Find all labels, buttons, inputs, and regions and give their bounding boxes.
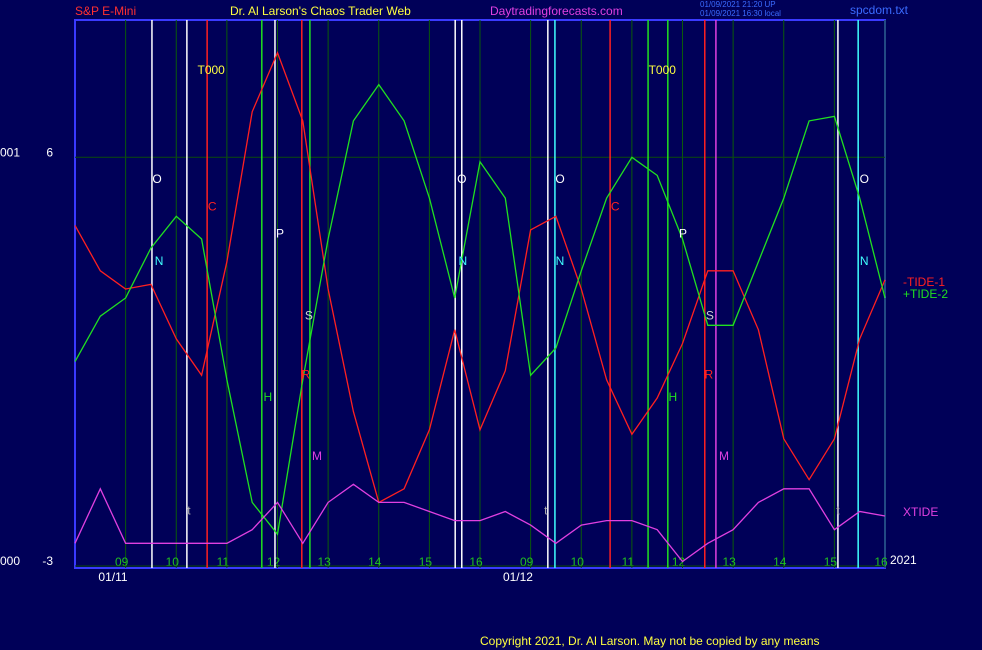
annotation: O — [457, 172, 466, 186]
annotation: N — [860, 254, 869, 268]
y-tick-prefix: 000 — [0, 554, 20, 568]
series-line — [74, 483, 886, 563]
x-date-label: 01/12 — [503, 570, 533, 584]
annotation: P — [276, 227, 284, 241]
x-tick-label: 13 — [722, 555, 736, 569]
x-tick-label: 15 — [824, 555, 838, 569]
x-tick-label: 09 — [520, 555, 534, 569]
x-tick-label: 11 — [622, 555, 635, 569]
annotation: M — [312, 449, 322, 463]
annotation: t — [187, 504, 191, 518]
annotation: S — [305, 308, 313, 322]
annotation: R — [302, 367, 311, 381]
x-tick-label: 11 — [217, 555, 230, 569]
header-left: S&P E-Mini — [75, 4, 136, 18]
annotation: T000 — [649, 63, 677, 77]
x-tick-label: 13 — [317, 555, 331, 569]
annotation: O — [152, 172, 161, 186]
series-line — [74, 83, 886, 536]
header-center: Dr. Al Larson's Chaos Trader Web — [230, 4, 411, 18]
x-tick-label: 09 — [115, 555, 129, 569]
x-tick-label: 15 — [419, 555, 433, 569]
annotation: O — [555, 172, 564, 186]
y-tick-label: -3 — [42, 554, 53, 568]
x-tick-label: 10 — [166, 555, 180, 569]
legend-label: XTIDE — [903, 505, 938, 519]
year-label: 2021 — [890, 553, 917, 567]
y-tick-prefix: 001 — [0, 145, 20, 159]
annotation: C — [611, 199, 620, 213]
header-stamp: 01/09/2021 16:30 local — [700, 9, 781, 18]
header-file: spcdom.txt — [850, 3, 909, 17]
series-line — [74, 51, 886, 504]
legend-label: +TIDE-2 — [903, 287, 948, 301]
copyright: Copyright 2021, Dr. Al Larson. May not b… — [480, 634, 820, 648]
x-date-label: 01/11 — [98, 570, 127, 584]
x-tick-label: 12 — [267, 555, 281, 569]
header-site: Daytradingforecasts.com — [490, 4, 623, 18]
annotation: O — [860, 172, 869, 186]
x-tick-label: 14 — [773, 555, 787, 569]
x-tick-label: 16 — [874, 555, 888, 569]
annotation: R — [704, 367, 713, 381]
legend-label: -TIDE-1 — [903, 275, 945, 289]
annotation: H — [264, 390, 273, 404]
y-tick-label: 6 — [46, 145, 53, 159]
x-tick-label: 16 — [469, 555, 483, 569]
annotation: N — [155, 254, 164, 268]
header-stamp: 01/09/2021 21:20 UP — [700, 0, 776, 9]
annotation: T000 — [198, 63, 226, 77]
annotation: H — [669, 390, 678, 404]
annotation: S — [706, 308, 714, 322]
annotation: N — [458, 254, 467, 268]
annotation: C — [208, 199, 217, 213]
annotation: t — [544, 504, 548, 518]
annotation: P — [679, 227, 687, 241]
annotation: N — [556, 254, 565, 268]
annotation: M — [719, 449, 729, 463]
x-tick-label: 14 — [368, 555, 382, 569]
annotation: t — [836, 504, 840, 518]
x-tick-label: 10 — [571, 555, 585, 569]
